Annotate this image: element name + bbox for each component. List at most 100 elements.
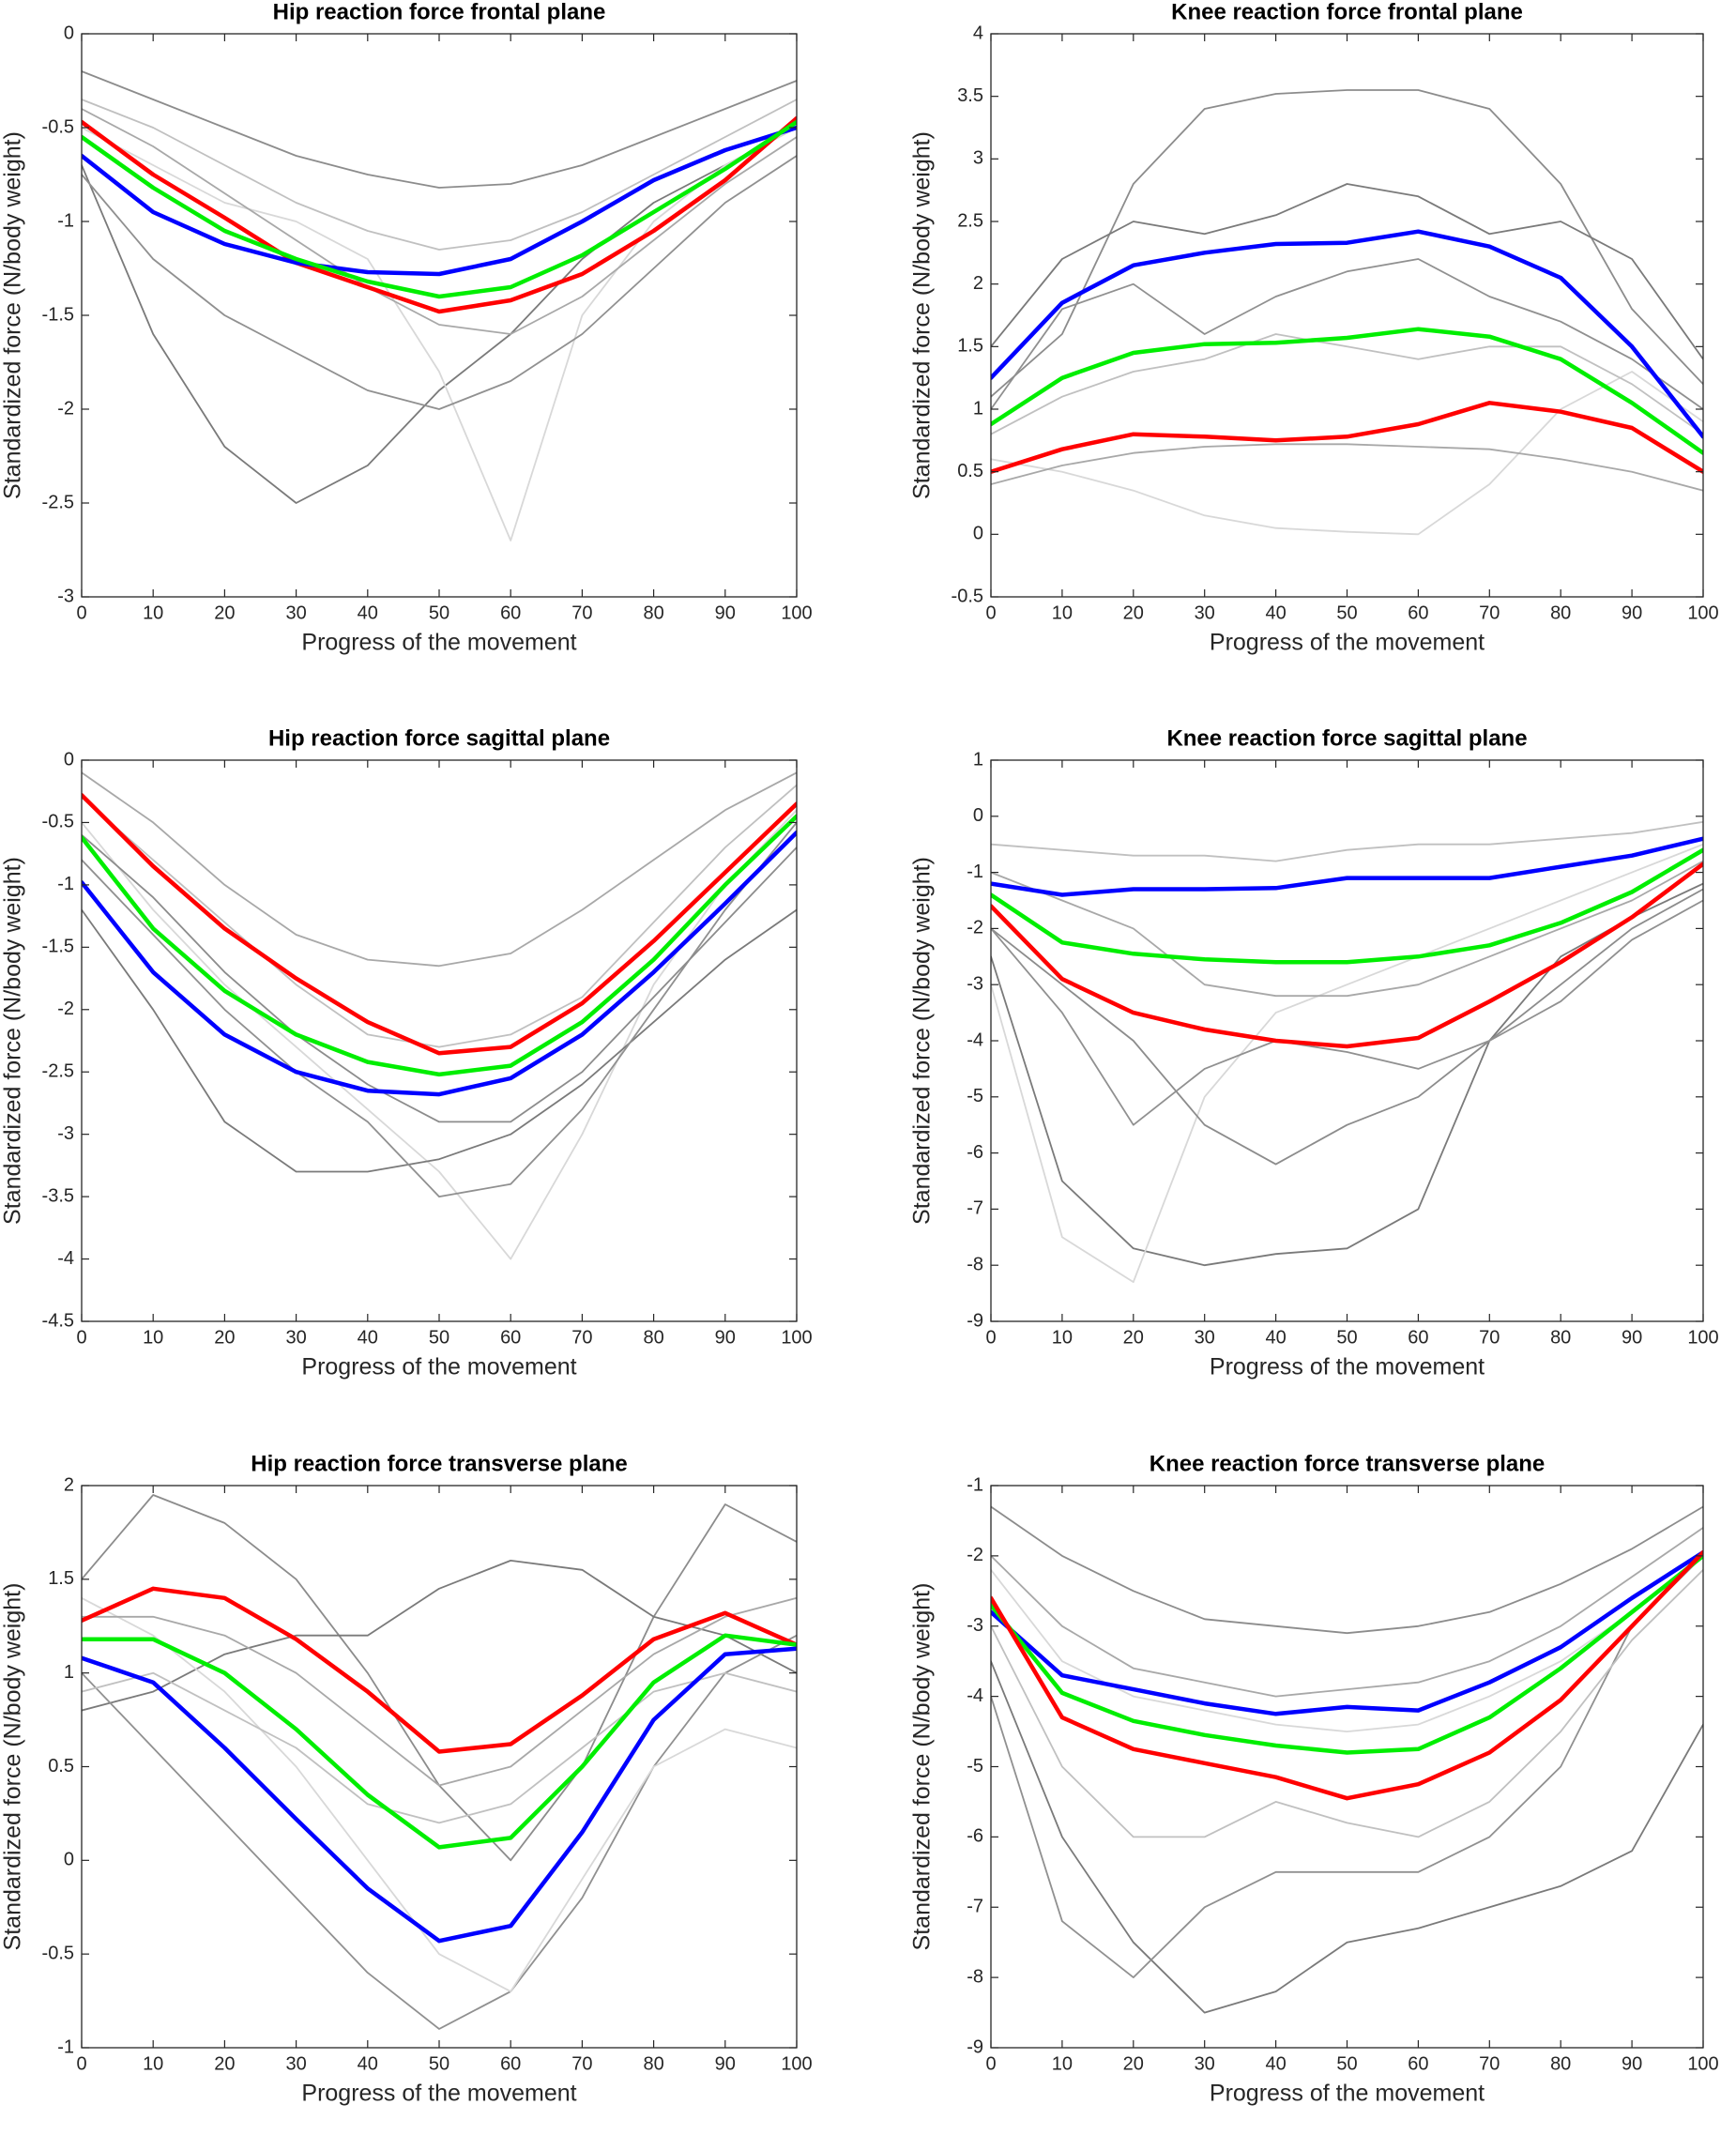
subject-line (991, 860, 1703, 998)
x-tick-label: 100 (781, 602, 812, 623)
axes-box (990, 1485, 1704, 2049)
subject-line (82, 833, 797, 1123)
subject-line (82, 1671, 797, 1824)
x-tick-label: 50 (429, 602, 449, 623)
subject-line (82, 99, 797, 251)
mean-line (82, 814, 797, 1077)
x-axis-label: Progress of the movement (301, 2081, 576, 2107)
subject-line (991, 1505, 1703, 1635)
plot-area (991, 89, 1703, 536)
y-tick-label: 3.5 (957, 85, 983, 106)
x-tick-label: 50 (1336, 602, 1357, 623)
y-tick-label: -4 (967, 1029, 983, 1050)
y-axis-label: Standardized force (N/body weight) (909, 1583, 936, 1951)
x-tick-label: 70 (571, 602, 592, 623)
axes-box (81, 33, 798, 598)
x-tick-label: 30 (285, 602, 306, 623)
y-tick-label: -0.5 (42, 116, 74, 137)
y-tick-label: -2.5 (42, 1061, 74, 1082)
y-axis-label: Standardized force (N/body weight) (0, 1583, 26, 1951)
y-tick-label: -3.5 (42, 1185, 74, 1206)
x-tick-label: 10 (1052, 1327, 1073, 1348)
x-tick-label: 10 (1052, 602, 1073, 623)
x-tick-label: 100 (781, 1327, 812, 1348)
y-tick-label: -2.5 (42, 492, 74, 512)
y-tick-label: -3 (967, 973, 983, 994)
x-tick-label: 0 (985, 2053, 996, 2074)
axes-box (81, 759, 798, 1322)
y-tick-label: -7 (967, 1198, 983, 1219)
subject-line (991, 1555, 1703, 1978)
mean-line (991, 862, 1703, 1049)
y-tick-label: 4 (973, 23, 983, 43)
subject-line (991, 1660, 1703, 2014)
x-tick-label: 50 (429, 2053, 449, 2074)
subject-line (82, 771, 797, 968)
subject-line (82, 70, 797, 189)
x-tick-label: 30 (1195, 2053, 1215, 2074)
x-tick-label: 90 (1622, 2053, 1642, 2074)
y-axis-label: Standardized force (N/body weight) (909, 857, 936, 1225)
x-tick-label: 20 (1123, 2053, 1144, 2074)
x-tick-label: 20 (1123, 602, 1144, 623)
x-tick-label: 40 (358, 1327, 378, 1348)
plot-area (82, 70, 797, 541)
y-tick-label: 0.5 (48, 1756, 74, 1777)
y-tick-label: 0.5 (957, 461, 983, 481)
plot-area (991, 1505, 1703, 2014)
y-tick-label: 0 (64, 1850, 74, 1870)
subject-line (82, 127, 797, 504)
x-tick-label: 70 (1479, 2053, 1500, 2074)
subject-line (82, 127, 797, 541)
y-tick-label: -6 (967, 1826, 983, 1847)
y-tick-label: 2.5 (957, 210, 983, 231)
y-tick-label: -1 (967, 862, 983, 882)
x-tick-label: 60 (500, 1327, 521, 1348)
x-tick-label: 10 (143, 2053, 163, 2074)
x-tick-label: 80 (1550, 2053, 1571, 2074)
subject-line (82, 155, 797, 410)
y-axis-label: Standardized force (N/body weight) (0, 131, 26, 499)
x-tick-label: 30 (1195, 602, 1215, 623)
subject-line (82, 1596, 797, 1787)
mean-line (82, 1646, 797, 1944)
x-tick-label: 0 (76, 602, 86, 623)
y-tick-label: -3 (57, 1123, 74, 1144)
chart-title: Hip reaction force sagittal plane (268, 725, 610, 751)
plot-area (82, 771, 797, 1260)
chart: 0 10 20 30 40 50 60 70 80 90 100-9-8-7-6-5-4-3-2-1… (909, 725, 1719, 1380)
y-tick-label: 0 (64, 23, 74, 43)
y-tick-label: -1 (967, 1474, 983, 1495)
x-tick-label: 10 (1052, 2053, 1073, 2074)
y-tick-label: -5 (967, 1756, 983, 1777)
axes-box (990, 33, 1704, 598)
x-tick-label: 90 (1622, 602, 1642, 623)
x-tick-label: 40 (358, 2053, 378, 2074)
x-tick-label: 90 (715, 2053, 736, 2074)
subject-line (991, 258, 1703, 410)
y-tick-label: -0.5 (42, 812, 74, 832)
mean-line (82, 1586, 797, 1754)
mean-line (991, 401, 1703, 474)
chart: 0 10 20 30 40 50 60 70 80 90 100 -1 -0.5 0 0.5 1 1.5 2 Hip… (0, 1451, 813, 2106)
x-tick-label: 80 (643, 2053, 663, 2074)
y-tick-label: 0 (64, 749, 74, 770)
x-tick-label: 10 (143, 1327, 163, 1348)
y-tick-label: -5 (967, 1086, 983, 1106)
x-tick-label: 70 (1479, 602, 1500, 623)
subject-line (991, 899, 1703, 1126)
y-tick-label: -1 (57, 210, 74, 231)
x-tick-label: 60 (500, 602, 521, 623)
chart-title: Knee reaction force transverse plane (1150, 1451, 1546, 1476)
x-tick-label: 100 (781, 2053, 812, 2074)
y-tick-label: -1.5 (42, 937, 74, 957)
x-tick-label: 90 (1622, 1327, 1642, 1348)
y-tick-label: -1 (57, 874, 74, 894)
x-tick-label: 50 (429, 1327, 449, 1348)
subject-line (991, 888, 1703, 1166)
subject-line (82, 1494, 797, 1862)
x-tick-label: 30 (1195, 1327, 1215, 1348)
mean-line (991, 1549, 1703, 1716)
y-tick-label: -2 (967, 918, 983, 938)
